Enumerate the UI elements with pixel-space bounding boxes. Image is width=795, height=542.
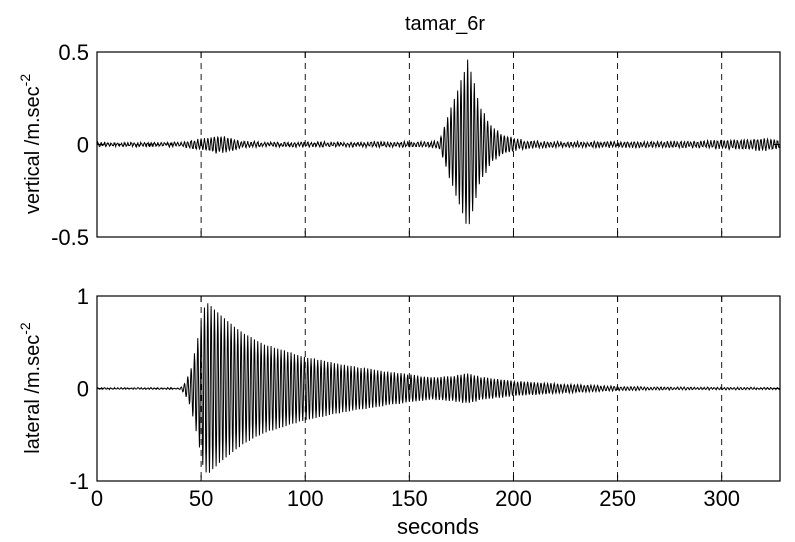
vertical-x-ticks: [96, 52, 723, 237]
x-tick-label: 250: [599, 486, 636, 511]
vertical-y-axis-label-text: vertical /m.sec: [22, 86, 44, 214]
lateral-axes: -101 0 50 100 150 200 250 300 lateral /m.sec-2: [17, 284, 781, 511]
lateral-series-line: [96, 303, 781, 473]
lateral-y-tick-label: 1: [77, 284, 89, 309]
x-tick-label: 300: [703, 486, 740, 511]
vertical-y-ticks: -0.5 0 0.5: [51, 40, 780, 250]
lateral-y-tick-label: 0: [77, 377, 89, 402]
lateral-y-tick-label: -1: [69, 469, 89, 494]
lateral-y-ticks: -1 0 1: [69, 284, 780, 494]
x-tick-label: 0: [91, 486, 103, 511]
vertical-y-tick-label: 0.5: [58, 40, 89, 65]
lateral-y-axis-label-text: lateral /m.sec: [22, 335, 44, 454]
vertical-series-line: [96, 59, 781, 225]
vertical-y-tick-label: 0: [77, 133, 89, 158]
vertical-axes: -0.5 0 0.5 vertical /m.sec-2: [17, 40, 781, 250]
chart-title: tamar_6r: [405, 13, 485, 35]
x-tick-label: 100: [287, 486, 324, 511]
x-tick-label: 200: [495, 486, 532, 511]
vertical-y-tick-label: -0.5: [51, 225, 89, 250]
vertical-y-axis-label: vertical /m.sec-2: [17, 74, 44, 214]
x-tick-label: 50: [189, 486, 213, 511]
x-tick-label: 150: [391, 486, 428, 511]
vertical-y-axis-label-exponent: -2: [17, 74, 33, 87]
lateral-x-ticks: 0 50 100 150 200 250 300: [91, 296, 740, 511]
lateral-y-axis-label-exponent: -2: [17, 322, 33, 335]
lateral-y-axis-label: lateral /m.sec-2: [17, 322, 44, 454]
x-axis-label: seconds: [397, 514, 479, 539]
